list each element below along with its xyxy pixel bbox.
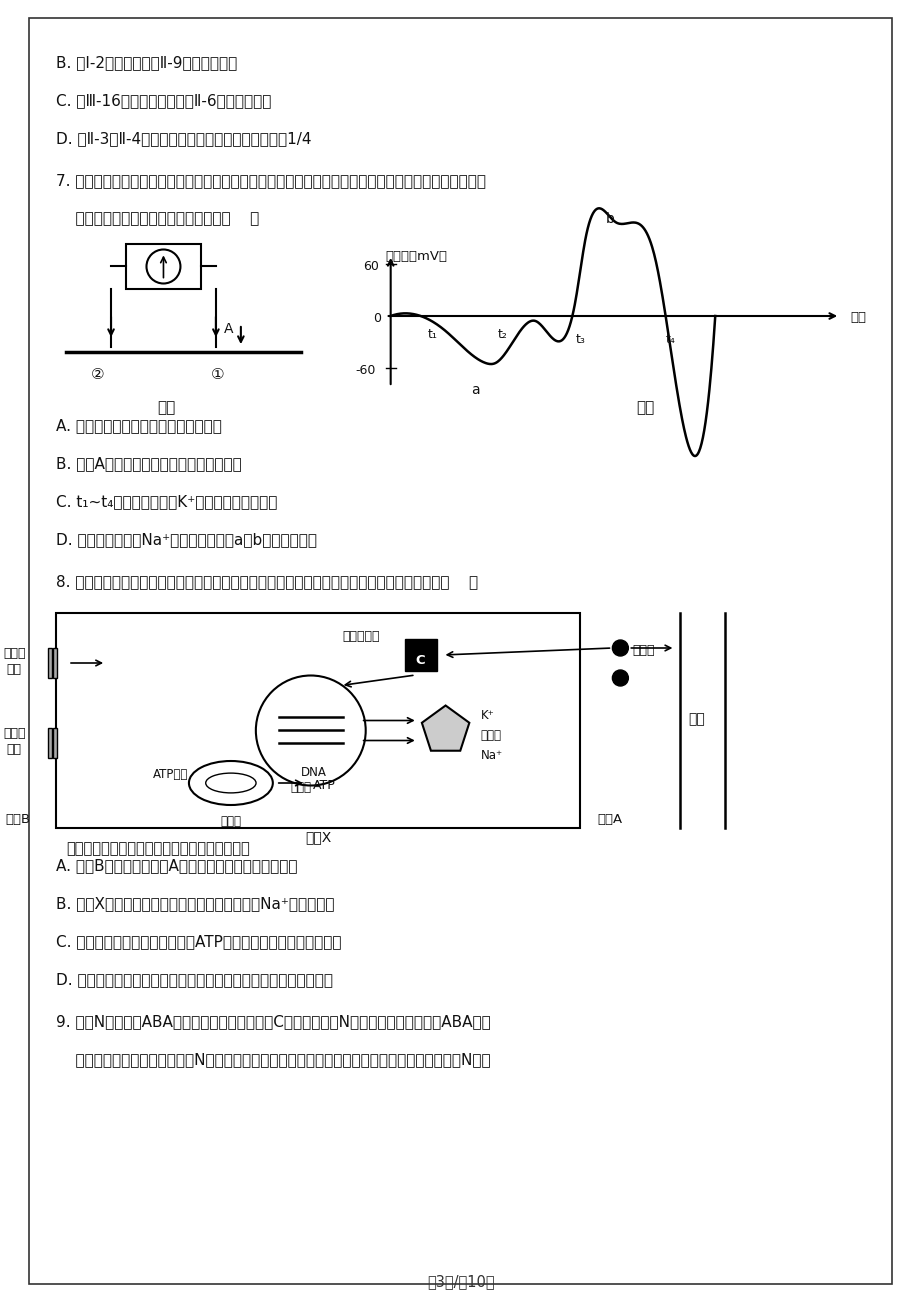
- Bar: [404, 639, 437, 671]
- Text: t₄: t₄: [664, 333, 675, 346]
- Text: ①: ①: [210, 367, 224, 381]
- Text: t₂: t₂: [497, 328, 507, 341]
- Text: ATP合酶: ATP合酶: [153, 768, 188, 781]
- Text: C. 若Ⅲ-16为杂合子，可推测Ⅱ-6一定为纯合子: C. 若Ⅲ-16为杂合子，可推测Ⅱ-6一定为纯合子: [56, 92, 271, 108]
- Text: 7. 图甲是用电表测定某离体神经纤维膜外电位的示意图（电流表电极均置于膜外），图乙是电表测得的电: 7. 图甲是用电表测定某离体神经纤维膜外电位的示意图（电流表电极均置于膜外），图…: [56, 173, 485, 187]
- Text: 位变化结果。下列有关分析错误的是（    ）: 位变化结果。下列有关分析错误的是（ ）: [56, 211, 259, 225]
- Text: 醛固酮: 醛固酮: [631, 644, 654, 658]
- Text: 细胞核: 细胞核: [290, 780, 312, 793]
- Text: D. 若Ⅱ-3和Ⅱ-4再生一个孩子，是患病女孩的概率为1/4: D. 若Ⅱ-3和Ⅱ-4再生一个孩子，是患病女孩的概率为1/4: [56, 132, 312, 146]
- Text: 8. 醛固酮在维持人体稳态中具有重要作用，其部分作用机制如图所示。下列相关叙述正确的是（    ）: 8. 醛固酮在维持人体稳态中具有重要作用，其部分作用机制如图所示。下列相关叙述正…: [56, 574, 478, 589]
- Text: ②: ②: [91, 367, 105, 381]
- Text: B. 刺激A点后，电表的指针第一次向右偏转: B. 刺激A点后，电表的指针第一次向右偏转: [56, 456, 242, 471]
- Text: 第3页/共10页: 第3页/共10页: [426, 1273, 494, 1289]
- Bar: [56, 613, 580, 828]
- Ellipse shape: [206, 773, 255, 793]
- Bar: [48, 728, 52, 758]
- Text: K⁺: K⁺: [480, 708, 494, 721]
- Text: 图乙: 图乙: [636, 400, 653, 415]
- Text: 钠离子: 钠离子: [3, 727, 26, 740]
- Circle shape: [255, 676, 366, 785]
- Text: b: b: [606, 212, 614, 227]
- Text: 血管: 血管: [687, 712, 704, 727]
- Text: ATP: ATP: [312, 779, 335, 792]
- Text: 9. 已知N酶是催化ABA合成的关键酶。研究表明C可能通过促进N酶基因表达，进而促进ABA的合: 9. 已知N酶是催化ABA合成的关键酶。研究表明C可能通过促进N酶基因表达，进而…: [56, 1014, 491, 1029]
- Text: 60: 60: [362, 260, 379, 273]
- Text: A: A: [223, 322, 233, 336]
- Bar: [53, 728, 57, 758]
- Text: A. 未受刺激时，电表测得的电位差是零: A. 未受刺激时，电表测得的电位差是零: [56, 418, 221, 434]
- Text: D. 若适当增加膜外Na⁺浓度，则图乙中a、b的峰值会减小: D. 若适当增加膜外Na⁺浓度，则图乙中a、b的峰值会减小: [56, 533, 317, 547]
- Circle shape: [612, 641, 628, 656]
- Text: 时间: 时间: [849, 311, 865, 324]
- Text: t₁: t₁: [427, 328, 437, 341]
- Bar: [48, 648, 52, 678]
- Text: B. 细胞X为肾脏中的肾小管和集合管细胞，吸收Na⁺需消耗能量: B. 细胞X为肾脏中的肾小管和集合管细胞，吸收Na⁺需消耗能量: [56, 896, 335, 911]
- Bar: [53, 648, 57, 678]
- Text: t₃: t₃: [575, 333, 584, 346]
- Circle shape: [612, 671, 628, 686]
- Text: 钠钾泵: 钠钾泵: [480, 729, 501, 742]
- Text: 细胞X: 细胞X: [305, 829, 331, 844]
- Text: 0: 0: [372, 312, 380, 326]
- Text: D. 若某人醛固酮分泌减少，则引发的症状可能有低血钾和高血钠症: D. 若某人醛固酮分泌减少，则引发的症状可能有低血钾和高血钠症: [56, 973, 333, 987]
- Text: -60: -60: [355, 365, 375, 378]
- Text: 注：箭头表示物质运输的方向或促进相应的过程: 注：箭头表示物质运输的方向或促进相应的过程: [66, 841, 250, 855]
- Text: DNA: DNA: [301, 766, 326, 779]
- Text: 液体A: 液体A: [597, 812, 622, 825]
- Text: 通道: 通道: [6, 743, 22, 756]
- Text: 线粒体: 线粒体: [221, 815, 241, 828]
- Text: C. 醛固酮与受体结合后，可促进ATP合酶、钠钾泵等蛋白质的合成: C. 醛固酮与受体结合后，可促进ATP合酶、钠钾泵等蛋白质的合成: [56, 934, 341, 949]
- Text: 通道: 通道: [6, 663, 22, 676]
- Text: C. t₁~t₄之间，细胞内的K⁺浓度始终高于细胞外: C. t₁~t₄之间，细胞内的K⁺浓度始终高于细胞外: [56, 493, 278, 509]
- Text: 电位差（mV）: 电位差（mV）: [385, 250, 448, 263]
- Text: B. 若Ⅰ-2为纯合子，则Ⅱ-9一定是杂合子: B. 若Ⅰ-2为纯合子，则Ⅱ-9一定是杂合子: [56, 55, 237, 70]
- Bar: [126, 243, 200, 289]
- Text: C: C: [415, 654, 425, 667]
- Text: a: a: [471, 383, 480, 397]
- Text: 钾离子: 钾离子: [3, 647, 26, 660]
- Text: 成。果实成熟和器官衰老时，N酶活性增强，伤害、干旱、水涝、病虫害等也会诱导合成或活化N酶。: 成。果实成熟和器官衰老时，N酶活性增强，伤害、干旱、水涝、病虫害等也会诱导合成或…: [56, 1052, 490, 1066]
- Text: 图甲: 图甲: [156, 400, 175, 415]
- Ellipse shape: [188, 760, 273, 805]
- Text: 醛固酮受体: 醛固酮受体: [342, 630, 379, 643]
- Text: 液体B: 液体B: [6, 812, 30, 825]
- Text: Na⁺: Na⁺: [480, 749, 502, 762]
- Circle shape: [146, 250, 180, 284]
- Text: A. 液体B为组织液，液体A中的醛固酮由肾上腺皮质分泌: A. 液体B为组织液，液体A中的醛固酮由肾上腺皮质分泌: [56, 858, 297, 874]
